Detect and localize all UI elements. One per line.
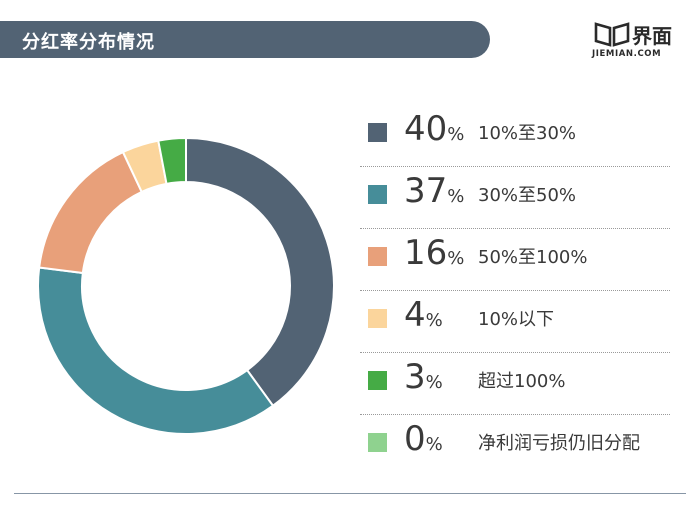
legend-percent-sign: %	[447, 186, 465, 207]
legend-label: 10%至30%	[478, 123, 577, 144]
legend-percent-value: 3	[404, 357, 426, 397]
donut-slice	[157, 136, 187, 186]
legend-percent: 3%	[404, 357, 443, 403]
legend-label: 10%以下	[478, 309, 555, 330]
legend-swatch	[368, 247, 387, 266]
legend-item: 16% 50%至100%	[360, 229, 670, 291]
legend-swatch	[368, 371, 387, 390]
legend-item: 0% 净利润亏损仍旧分配	[360, 415, 670, 476]
title-bar: 分红率分布情况	[0, 21, 490, 58]
legend-label: 30%至50%	[478, 185, 577, 206]
legend-percent: 0%	[404, 419, 443, 465]
donut-slice	[38, 150, 144, 275]
legend-label: 净利润亏损仍旧分配	[478, 433, 640, 454]
bottom-divider	[14, 493, 686, 494]
donut-slice	[37, 266, 275, 435]
legend-percent-value: 37	[404, 171, 448, 211]
legend-percent-value: 4	[404, 295, 426, 335]
legend-percent: 40%	[404, 109, 464, 155]
legend-item: 3% 超过100%	[360, 353, 670, 415]
page-title: 分红率分布情况	[22, 32, 155, 53]
legend-label: 50%至100%	[478, 247, 588, 268]
legend-swatch	[368, 185, 387, 204]
legend-percent-sign: %	[425, 310, 443, 331]
legend-item: 37% 30%至50%	[360, 167, 670, 229]
legend-percent-sign: %	[447, 124, 465, 145]
legend-swatch	[368, 123, 387, 142]
legend-percent-value: 0	[404, 419, 426, 459]
donut-slice	[185, 136, 335, 408]
legend-item: 40% 10%至30%	[360, 105, 670, 167]
legend-percent: 16%	[404, 233, 464, 279]
logo-en-text: JIEMIAN.COM	[592, 49, 662, 59]
chart-legend: 40% 10%至30% 37% 30%至50% 16% 50%至100% 4% …	[360, 105, 670, 476]
jiemian-logo: 界面 JIEMIAN.COM	[590, 20, 686, 64]
legend-swatch	[368, 309, 387, 328]
logo-cn-text: 界面	[632, 24, 672, 48]
legend-label: 超过100%	[478, 371, 566, 392]
donut-chart	[37, 136, 335, 435]
legend-percent-sign: %	[425, 372, 443, 393]
jiemian-logo-icon	[594, 22, 630, 47]
legend-percent: 37%	[404, 171, 464, 217]
legend-percent: 4%	[404, 295, 443, 341]
legend-percent-sign: %	[447, 248, 465, 269]
legend-item: 4% 10%以下	[360, 291, 670, 353]
legend-swatch	[368, 433, 387, 452]
legend-percent-value: 40	[404, 109, 448, 149]
legend-percent-value: 16	[404, 233, 448, 273]
legend-percent-sign: %	[425, 434, 443, 455]
